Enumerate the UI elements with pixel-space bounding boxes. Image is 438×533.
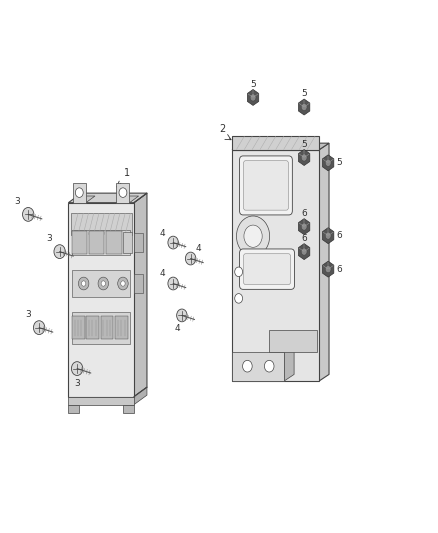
Polygon shape xyxy=(101,316,113,340)
Polygon shape xyxy=(232,150,319,381)
Polygon shape xyxy=(68,397,134,405)
Polygon shape xyxy=(72,316,85,340)
Circle shape xyxy=(33,321,45,335)
Circle shape xyxy=(75,188,83,197)
Polygon shape xyxy=(247,90,259,106)
Polygon shape xyxy=(322,155,334,171)
Polygon shape xyxy=(68,405,79,413)
Polygon shape xyxy=(298,219,310,235)
Text: 4: 4 xyxy=(175,324,180,333)
Polygon shape xyxy=(319,143,329,381)
Polygon shape xyxy=(322,228,334,244)
Polygon shape xyxy=(89,231,104,254)
Polygon shape xyxy=(106,231,122,254)
Text: 6: 6 xyxy=(301,234,307,243)
Text: 3: 3 xyxy=(14,197,20,206)
Circle shape xyxy=(235,294,243,303)
Polygon shape xyxy=(269,330,317,352)
Text: 3: 3 xyxy=(46,234,52,243)
Text: 4: 4 xyxy=(159,229,165,238)
Text: 4: 4 xyxy=(159,270,165,278)
Polygon shape xyxy=(72,312,131,344)
Polygon shape xyxy=(322,261,334,277)
Circle shape xyxy=(325,232,331,239)
FancyBboxPatch shape xyxy=(240,249,294,289)
Text: 6: 6 xyxy=(336,231,342,240)
Text: 5: 5 xyxy=(250,79,256,88)
Circle shape xyxy=(78,277,89,290)
Circle shape xyxy=(301,103,307,111)
Polygon shape xyxy=(73,196,95,203)
Polygon shape xyxy=(68,203,134,397)
Polygon shape xyxy=(68,193,147,203)
Text: 5: 5 xyxy=(301,140,307,149)
Polygon shape xyxy=(117,182,130,203)
FancyBboxPatch shape xyxy=(134,233,143,252)
Polygon shape xyxy=(72,270,131,297)
Circle shape xyxy=(22,207,34,221)
Text: 5: 5 xyxy=(336,158,342,167)
Polygon shape xyxy=(123,405,134,413)
Text: 3: 3 xyxy=(25,310,31,319)
Circle shape xyxy=(237,216,270,256)
Circle shape xyxy=(101,281,106,286)
Polygon shape xyxy=(72,230,131,255)
Text: 1: 1 xyxy=(124,168,131,179)
Polygon shape xyxy=(285,345,294,381)
Polygon shape xyxy=(134,193,147,397)
Circle shape xyxy=(168,236,178,249)
Polygon shape xyxy=(134,387,147,405)
Circle shape xyxy=(177,309,187,322)
Polygon shape xyxy=(73,182,86,203)
Polygon shape xyxy=(115,316,128,340)
Polygon shape xyxy=(72,231,87,254)
Circle shape xyxy=(71,362,83,375)
Polygon shape xyxy=(298,99,310,115)
Circle shape xyxy=(243,360,252,372)
Circle shape xyxy=(168,277,178,290)
Circle shape xyxy=(301,248,307,255)
Circle shape xyxy=(301,223,307,230)
Circle shape xyxy=(81,281,86,286)
Polygon shape xyxy=(232,352,285,381)
Polygon shape xyxy=(86,316,99,340)
FancyBboxPatch shape xyxy=(134,274,143,293)
Polygon shape xyxy=(298,150,310,165)
Circle shape xyxy=(185,252,196,265)
Text: 6: 6 xyxy=(336,265,342,273)
Polygon shape xyxy=(232,143,329,150)
Polygon shape xyxy=(117,196,139,203)
Circle shape xyxy=(265,360,274,372)
Polygon shape xyxy=(123,232,132,253)
FancyBboxPatch shape xyxy=(244,254,290,285)
Polygon shape xyxy=(298,244,310,260)
FancyBboxPatch shape xyxy=(240,156,292,215)
Circle shape xyxy=(235,267,243,277)
Circle shape xyxy=(301,154,307,161)
Circle shape xyxy=(98,277,109,290)
Circle shape xyxy=(325,159,331,166)
Text: 4: 4 xyxy=(196,245,201,254)
Circle shape xyxy=(118,277,128,290)
Polygon shape xyxy=(232,136,319,150)
Polygon shape xyxy=(71,213,132,235)
Text: 2: 2 xyxy=(219,124,226,134)
FancyBboxPatch shape xyxy=(244,161,288,210)
Circle shape xyxy=(244,225,262,247)
Circle shape xyxy=(121,281,125,286)
Circle shape xyxy=(250,94,256,101)
Text: 6: 6 xyxy=(301,209,307,218)
Circle shape xyxy=(119,188,127,197)
Text: 3: 3 xyxy=(74,379,80,388)
Circle shape xyxy=(325,265,331,273)
Circle shape xyxy=(54,245,65,259)
Text: 5: 5 xyxy=(301,89,307,98)
